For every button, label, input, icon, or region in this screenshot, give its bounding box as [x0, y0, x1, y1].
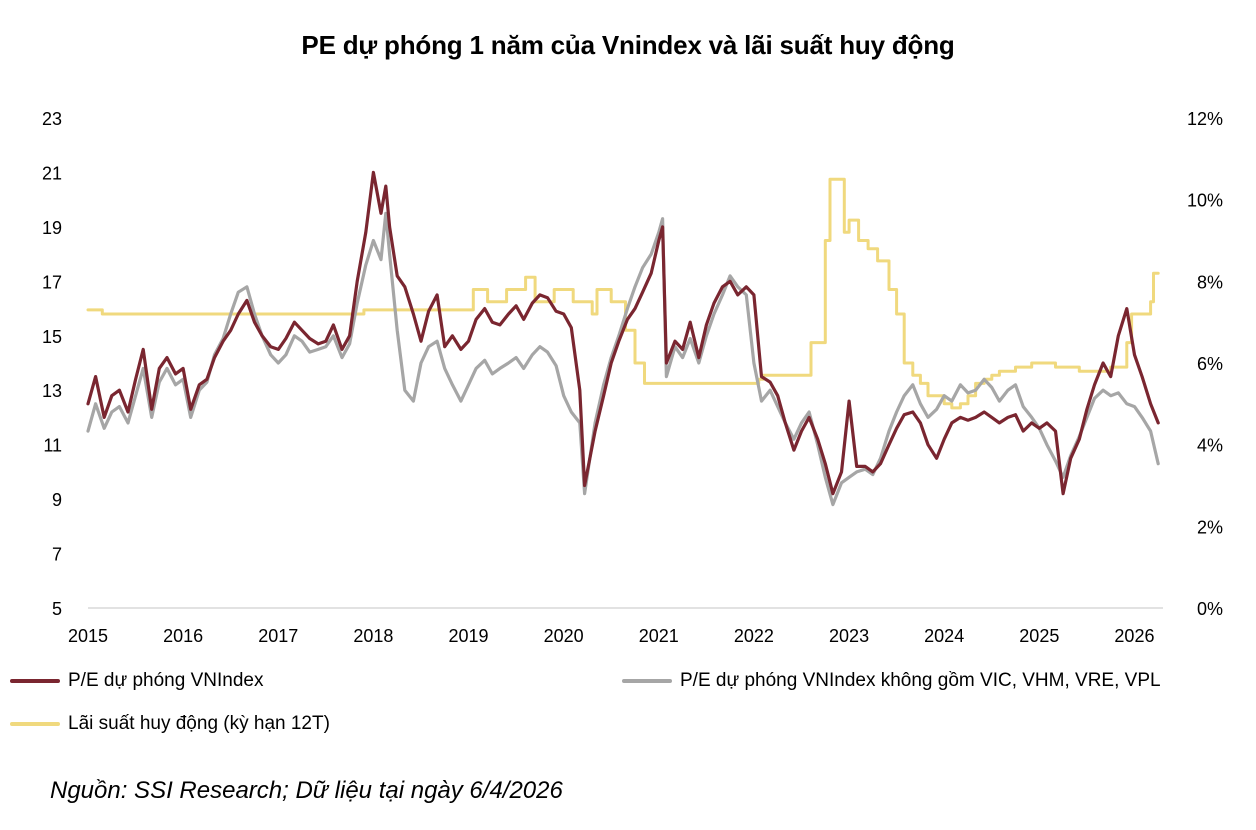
y-right-tick-label: 0%	[1197, 599, 1223, 619]
x-tick-label: 2015	[68, 626, 108, 646]
y-left-tick-label: 13	[42, 381, 62, 401]
x-tick-label: 2020	[544, 626, 584, 646]
y-left-axis-ticks: 5 7 9 11 13 15 17 19 21 23	[42, 109, 62, 619]
y-right-tick-label: 8%	[1197, 272, 1223, 292]
x-tick-label: 2026	[1114, 626, 1154, 646]
y-left-tick-label: 19	[42, 218, 62, 238]
y-left-tick-label: 7	[52, 545, 62, 565]
legend-swatch-deposit-rate	[10, 722, 60, 726]
legend-swatch-pe-vnindex	[10, 679, 60, 683]
y-left-tick-label: 21	[42, 163, 62, 183]
series-line-pe-vnindex	[86, 170, 1160, 496]
legend-item-deposit-rate: Lãi suất huy động (kỳ hạn 12T)	[10, 713, 330, 735]
x-axis-ticks: 2015 2016 2017 2018 2019 2020 2021 2022 2023 2024…	[68, 626, 1155, 646]
legend-swatch-pe-ex-vingroup	[622, 679, 672, 683]
y-left-tick-label: 9	[52, 490, 62, 510]
legend-item-pe-ex-vingroup: P/E dự phóng VNIndex không gồm VIC, VHM,…	[622, 670, 1161, 692]
legend-label-pe-vnindex: P/E dự phóng VNIndex	[68, 670, 264, 691]
source-note: Nguồn: SSI Research; Dữ liệu tại ngày 6/…	[50, 777, 563, 804]
series-line-pe-ex-vingroup	[86, 211, 1160, 507]
series-line-deposit-rate	[86, 177, 1160, 410]
x-tick-label: 2023	[829, 626, 869, 646]
y-right-tick-label: 4%	[1197, 436, 1223, 456]
x-tick-label: 2024	[924, 626, 964, 646]
y-right-tick-label: 2%	[1197, 517, 1223, 537]
x-tick-label: 2017	[258, 626, 298, 646]
y-right-tick-label: 10%	[1187, 191, 1223, 211]
chart-plot: 2015 2016 2017 2018 2019 2020 2021 2022 2023 2024…	[42, 109, 1223, 646]
series-layer	[86, 170, 1160, 507]
x-tick-label: 2018	[353, 626, 393, 646]
y-left-tick-label: 5	[52, 599, 62, 619]
y-right-tick-label: 12%	[1187, 109, 1223, 129]
x-tick-label: 2019	[449, 626, 489, 646]
y-right-axis-ticks: 0% 2% 4% 6% 8% 10% 12%	[1187, 109, 1223, 619]
y-right-tick-label: 6%	[1197, 354, 1223, 374]
legend-item-pe-vnindex: P/E dự phóng VNIndex	[10, 670, 263, 692]
y-left-tick-label: 23	[42, 109, 62, 129]
y-left-tick-label: 15	[42, 327, 62, 347]
x-tick-label: 2021	[639, 626, 679, 646]
x-tick-label: 2025	[1019, 626, 1059, 646]
y-left-tick-label: 11	[43, 436, 62, 456]
chart-title: PE dự phóng 1 năm của Vnindex và lãi suấ…	[301, 30, 955, 60]
legend-label-deposit-rate: Lãi suất huy động (kỳ hạn 12T)	[68, 713, 330, 734]
x-tick-label: 2016	[163, 626, 203, 646]
y-left-tick-label: 17	[42, 272, 62, 292]
legend-label-pe-ex-vingroup: P/E dự phóng VNIndex không gồm VIC, VHM,…	[680, 670, 1161, 691]
x-tick-label: 2022	[734, 626, 774, 646]
